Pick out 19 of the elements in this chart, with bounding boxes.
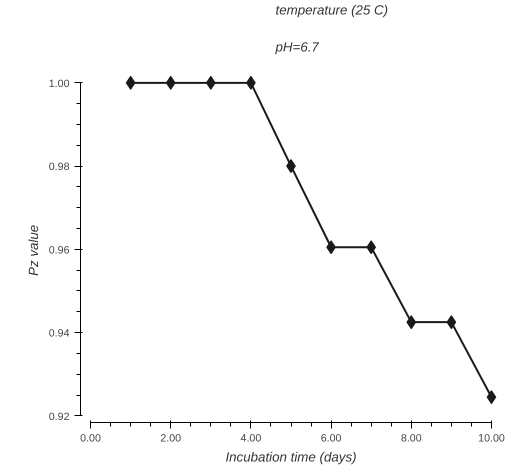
y-tick-label: 0.96 <box>48 244 70 256</box>
x-tick-label: 10.00 <box>478 432 505 444</box>
text: temperature (25 C) <box>276 2 388 18</box>
x-tick-label: 6.00 <box>320 432 342 444</box>
point <box>406 315 416 330</box>
point <box>366 240 376 254</box>
x-tick-label: 4.00 <box>240 432 262 444</box>
y-tick-label: 0.92 <box>48 410 70 423</box>
y-tick-label: 0.94 <box>48 328 70 340</box>
x-axis-title: Incubation time (days) <box>225 450 357 464</box>
point <box>206 76 216 90</box>
x-tick-label: 8.00 <box>400 432 422 444</box>
x-tick-label: 0.00 <box>80 432 101 444</box>
y-tick-label: 0.98 <box>48 161 70 174</box>
y-axis-title: Pz value <box>26 224 41 276</box>
text: pH=6.7 <box>274 40 320 54</box>
x-tick-label: 2.00 <box>160 432 182 444</box>
y-tick-label: 1.00 <box>48 78 70 90</box>
point <box>166 76 176 90</box>
